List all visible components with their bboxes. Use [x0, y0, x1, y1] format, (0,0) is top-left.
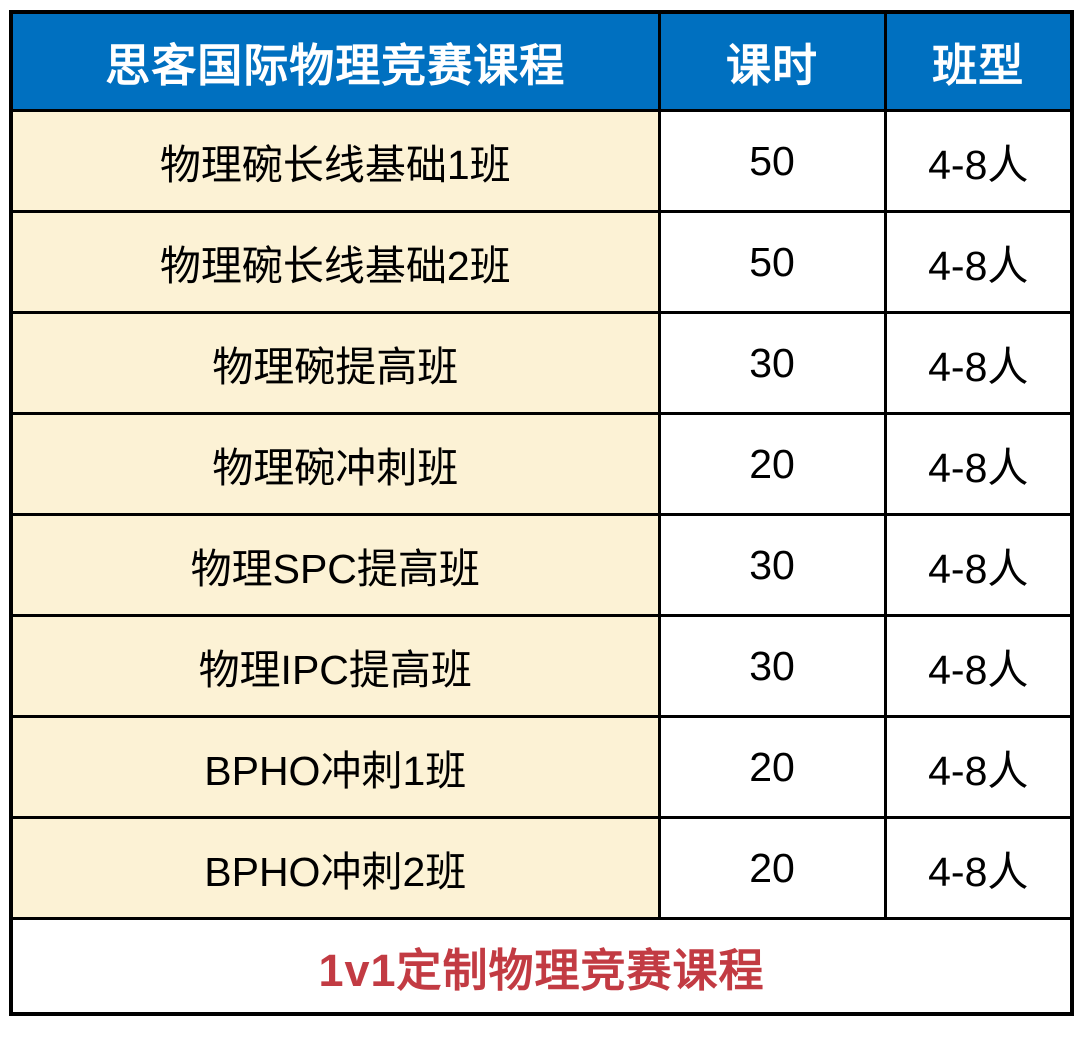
- table-footer: 1v1定制物理竞赛课程: [9, 917, 1074, 1016]
- hours-cell: 30: [657, 614, 887, 718]
- hours-cell: 20: [657, 816, 887, 920]
- hours-cell: 30: [657, 513, 887, 617]
- header-course-title: 思客国际物理竞赛课程: [9, 10, 661, 112]
- course-name-cell: 物理碗冲刺班: [9, 412, 661, 516]
- course-table: 思客国际物理竞赛课程 课时 班型 物理碗长线基础1班 50 4-8人 物理碗长线…: [9, 10, 1074, 1016]
- course-name-cell: 物理碗长线基础2班: [9, 210, 661, 314]
- table-row: 物理碗长线基础2班 50 4-8人: [9, 210, 1074, 314]
- course-name-cell: BPHO冲刺1班: [9, 715, 661, 819]
- table-row: 物理IPC提高班 30 4-8人: [9, 614, 1074, 718]
- course-name-cell: 物理碗提高班: [9, 311, 661, 415]
- course-name-cell: 物理IPC提高班: [9, 614, 661, 718]
- table-header: 思客国际物理竞赛课程 课时 班型: [9, 10, 1074, 112]
- class-type-cell: 4-8人: [883, 210, 1074, 314]
- table-body: 物理碗长线基础1班 50 4-8人 物理碗长线基础2班 50 4-8人 物理碗提…: [9, 109, 1074, 920]
- class-type-cell: 4-8人: [883, 109, 1074, 213]
- class-type-cell: 4-8人: [883, 816, 1074, 920]
- hours-cell: 30: [657, 311, 887, 415]
- hours-cell: 50: [657, 210, 887, 314]
- table-row: 物理碗冲刺班 20 4-8人: [9, 412, 1074, 516]
- table-row: 物理碗提高班 30 4-8人: [9, 311, 1074, 415]
- class-type-cell: 4-8人: [883, 412, 1074, 516]
- course-name-cell: BPHO冲刺2班: [9, 816, 661, 920]
- table-row: BPHO冲刺2班 20 4-8人: [9, 816, 1074, 920]
- table-row: 物理碗长线基础1班 50 4-8人: [9, 109, 1074, 213]
- class-type-cell: 4-8人: [883, 614, 1074, 718]
- footer-1v1-label: 1v1定制物理竞赛课程: [9, 917, 1074, 1016]
- header-hours: 课时: [657, 10, 887, 112]
- hours-cell: 20: [657, 412, 887, 516]
- course-name-cell: 物理碗长线基础1班: [9, 109, 661, 213]
- course-name-cell: 物理SPC提高班: [9, 513, 661, 617]
- header-class-type: 班型: [883, 10, 1074, 112]
- class-type-cell: 4-8人: [883, 513, 1074, 617]
- class-type-cell: 4-8人: [883, 715, 1074, 819]
- hours-cell: 20: [657, 715, 887, 819]
- table-row: BPHO冲刺1班 20 4-8人: [9, 715, 1074, 819]
- hours-cell: 50: [657, 109, 887, 213]
- header-row: 思客国际物理竞赛课程 课时 班型: [9, 10, 1074, 112]
- footer-row: 1v1定制物理竞赛课程: [9, 917, 1074, 1016]
- class-type-cell: 4-8人: [883, 311, 1074, 415]
- table-row: 物理SPC提高班 30 4-8人: [9, 513, 1074, 617]
